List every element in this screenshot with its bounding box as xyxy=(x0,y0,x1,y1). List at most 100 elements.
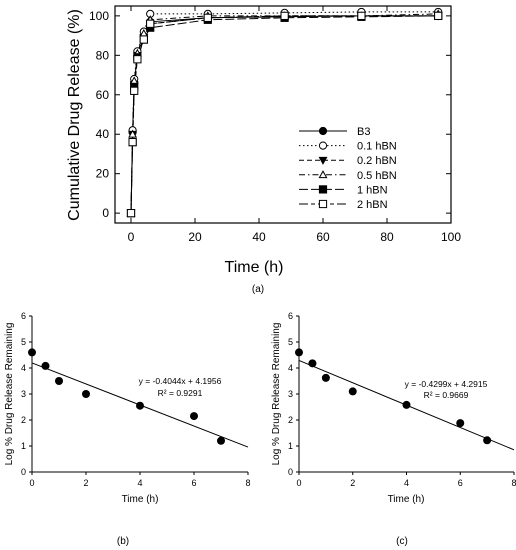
panel-c-data-point xyxy=(483,436,492,445)
panel-c-ticks: 0 2 4 6 8 0 1 2 3 4 5 6 xyxy=(288,311,516,488)
panel-c-y-tick-label: 1 xyxy=(288,441,293,451)
panel-b-y-tick-label: 5 xyxy=(21,337,26,347)
panel-b-chart: 0 2 4 6 8 0 1 2 3 4 5 6 y = -0.4044x + 4.1956 R² = … xyxy=(4,311,251,547)
panel-b-caption: (b) xyxy=(117,536,129,547)
legend-entry-label: B3 xyxy=(357,126,370,138)
panel-a-data-point xyxy=(130,86,139,95)
panel-a-data-point xyxy=(203,13,212,22)
panel-c-caption: (c) xyxy=(396,536,408,547)
panel-c-y-tick-label: 2 xyxy=(288,415,293,425)
panel-a-x-tick-label: 0 xyxy=(128,230,135,244)
panel-b-data-point xyxy=(136,401,144,410)
panel-b-x-tick-label: 2 xyxy=(83,478,88,488)
panel-a-series-line xyxy=(130,15,439,214)
panel-b-data-point xyxy=(41,361,50,370)
panel-a-x-axis-label: Time (h) xyxy=(225,259,284,276)
panel-b-data-point xyxy=(217,436,225,445)
panel-a-data-point xyxy=(434,11,443,20)
panel-b-x-axis-label: Time (h) xyxy=(122,494,159,505)
legend-marker xyxy=(318,156,328,165)
panel-a-x-tick-label: 20 xyxy=(188,230,202,244)
panel-a-data-point xyxy=(139,35,148,44)
panel-c-data-point xyxy=(402,400,411,409)
panel-a-y-tick-label: 80 xyxy=(96,48,110,62)
panel-a-series-line xyxy=(130,13,439,214)
panel-a-legend: B3 0.1 hBN 0.2 hBN 0.5 hBN 1 hBN 2 hBN xyxy=(299,126,397,211)
panel-c-x-tick-label: 8 xyxy=(511,478,516,488)
legend-entry-label: 2 hBN xyxy=(357,199,388,211)
panel-b-x-tick-label: 6 xyxy=(191,478,196,488)
panel-a-series-line xyxy=(130,11,439,214)
panel-c-x-tick-label: 4 xyxy=(404,478,409,488)
panel-a-data-point xyxy=(126,209,136,218)
panel-a-data-point xyxy=(128,138,137,147)
panel-b-y-tick-label: 1 xyxy=(21,441,26,451)
panel-c-fit-equation: y = -0.4299x + 4.2915 xyxy=(405,379,488,389)
legend-marker xyxy=(318,141,328,150)
panel-a-y-tick-label: 0 xyxy=(102,206,109,220)
panel-c-y-tick-label: 4 xyxy=(288,363,293,373)
panel-a-y-tick-label: 60 xyxy=(96,88,110,102)
panel-c-y-tick-label: 0 xyxy=(288,467,293,477)
panel-a-caption: (a) xyxy=(252,284,264,295)
panel-a-series-markers xyxy=(126,7,443,218)
panel-c-r-squared: R² = 0.9669 xyxy=(424,390,469,400)
panel-c-x-tick-label: 0 xyxy=(296,478,301,488)
panel-c-y-tick-label: 5 xyxy=(288,337,293,347)
panel-a-data-point xyxy=(280,11,289,20)
panel-a-x-tick-label: 100 xyxy=(441,230,461,244)
panel-a-x-tick-label: 80 xyxy=(380,230,394,244)
panel-b-y-tick-label: 2 xyxy=(21,415,26,425)
panel-a-data-point xyxy=(357,11,366,20)
panel-b-fit-equation: y = -0.4044x + 4.1956 xyxy=(139,376,222,386)
panel-b-y-tick-label: 6 xyxy=(21,311,26,321)
panel-b-x-tick-label: 4 xyxy=(137,478,142,488)
panel-a-data-point xyxy=(133,55,142,64)
panel-a-x-tick-label: 40 xyxy=(252,230,266,244)
panel-a-series-lines xyxy=(130,11,439,214)
panel-b-data-point xyxy=(55,377,63,385)
legend-entry-label: 0.1 hBN xyxy=(357,141,397,153)
panel-a-chart: 0 20 40 60 80 100 0 20 40 60 80 100 B3 0.1 hBN 0.2 hB… xyxy=(66,5,461,295)
panel-a-plot-frame xyxy=(114,5,452,224)
panel-b-data-points xyxy=(28,348,225,445)
panel-c-data-point xyxy=(308,359,317,368)
panel-b-data-point xyxy=(28,348,36,357)
panel-b-r-squared: R² = 0.9291 xyxy=(158,388,203,398)
panel-a-series-line xyxy=(130,15,439,214)
panel-c-y-tick-label: 6 xyxy=(288,311,293,321)
panel-c-data-point xyxy=(348,387,357,396)
panel-c-y-axis-label: Log % Drug Release Remaining xyxy=(271,323,282,466)
panel-a-data-point xyxy=(128,129,138,138)
legend-entry-label: 0.5 hBN xyxy=(357,170,397,182)
panel-c-data-points xyxy=(295,348,492,445)
panel-c-data-point xyxy=(456,419,465,428)
panel-b-y-tick-label: 0 xyxy=(21,467,26,477)
panel-c-x-axis-label: Time (h) xyxy=(388,494,425,505)
panel-a-y-tick-label: 40 xyxy=(96,127,110,141)
panel-c-data-point xyxy=(295,348,303,357)
panel-c-y-tick-label: 3 xyxy=(288,389,293,399)
panel-b-ticks: 0 2 4 6 8 0 1 2 3 4 5 6 xyxy=(21,311,251,488)
panel-a-x-tick-label: 60 xyxy=(316,230,330,244)
panel-b-data-point xyxy=(190,412,198,421)
panel-a-y-axis-label: Cumulative Drug Release (%) xyxy=(66,9,83,221)
legend-entry-label: 1 hBN xyxy=(357,184,388,196)
legend-marker xyxy=(318,199,328,209)
panel-a-series-line xyxy=(130,15,439,214)
legend-marker xyxy=(318,170,328,179)
panel-b-data-point xyxy=(82,390,90,398)
legend-marker xyxy=(318,185,328,194)
panel-c-x-tick-label: 6 xyxy=(458,478,463,488)
panel-c-data-point xyxy=(321,373,330,382)
panel-a-y-tick-label: 20 xyxy=(96,167,110,181)
legend-marker xyxy=(318,126,328,136)
legend-entry-label: 0.2 hBN xyxy=(357,155,397,167)
panel-b-y-axis-label: Log % Drug Release Remaining xyxy=(4,323,15,466)
panel-a-ticks: 0 20 40 60 80 100 0 20 40 60 80 100 xyxy=(89,6,461,244)
panel-c-chart: 0 2 4 6 8 0 1 2 3 4 5 6 y = -0.4299x + 4.2915 R² = … xyxy=(271,311,516,547)
panel-b-y-tick-label: 3 xyxy=(21,389,26,399)
panel-b-x-tick-label: 0 xyxy=(29,478,34,488)
panel-c-x-tick-label: 2 xyxy=(350,478,355,488)
